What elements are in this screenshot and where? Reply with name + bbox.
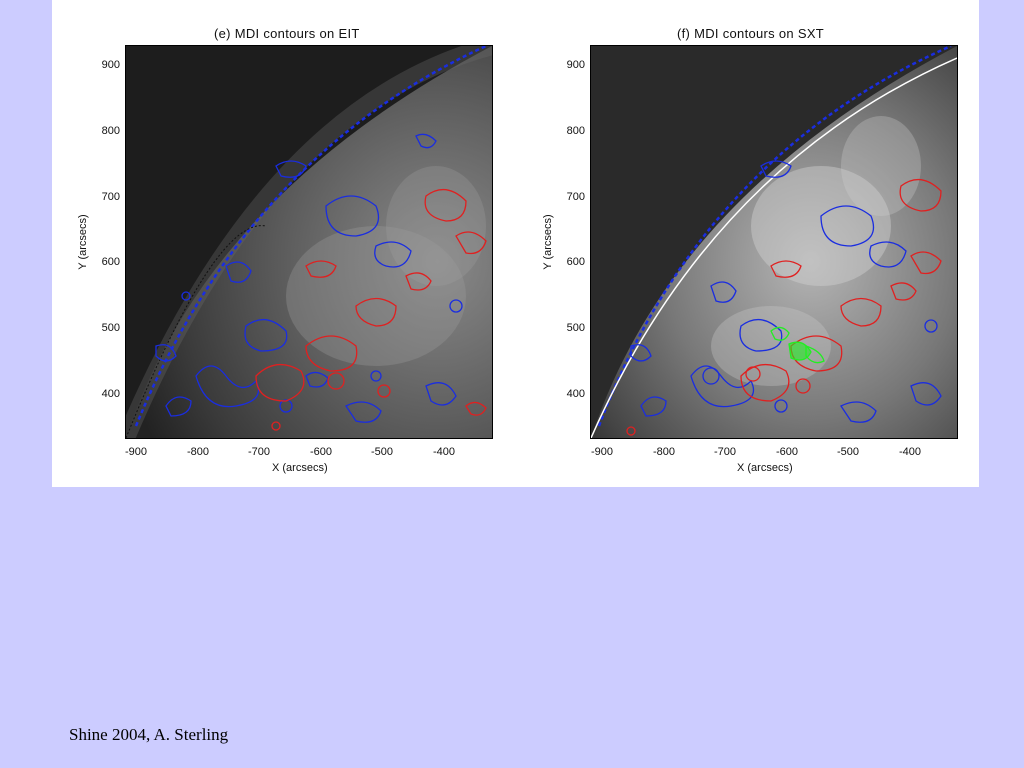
ytick-label: 700 <box>566 191 585 203</box>
solar-disk <box>591 46 957 438</box>
ytick-label: 400 <box>101 388 120 400</box>
xtick-label: -600 <box>775 446 799 458</box>
figure-panel: (e) MDI contours on EIT <box>52 0 979 487</box>
y-axis-label: Y (arcsecs) <box>77 214 89 270</box>
positive-polarity-contours <box>626 179 942 436</box>
xtick-label: -700 <box>713 446 737 458</box>
ytick-label: 500 <box>566 322 585 334</box>
ytick-label: 800 <box>566 125 585 137</box>
panel-f-title: (f) MDI contours on SXT <box>677 26 825 41</box>
y-axis-label: Y (arcsecs) <box>542 214 554 270</box>
xtick-label: -500 <box>370 446 394 458</box>
ytick-label: 900 <box>566 59 585 71</box>
ytick-label: 700 <box>101 191 120 203</box>
limb-contour-blue <box>134 46 487 427</box>
ytick-label: 600 <box>101 256 120 268</box>
xtick-label: -700 <box>247 446 271 458</box>
ytick-label: 800 <box>101 125 120 137</box>
ytick-label: 400 <box>566 388 585 400</box>
xtick-label: -800 <box>652 446 676 458</box>
xtick-label: -900 <box>124 446 148 458</box>
panel-f: (f) MDI contours on SXT <box>517 0 979 487</box>
sxt-green-contours <box>770 326 825 364</box>
panel-f-image <box>590 45 958 439</box>
xtick-label: -900 <box>590 446 614 458</box>
panel-e-image <box>125 45 493 439</box>
limb-line-white <box>591 57 957 438</box>
solar-disk <box>126 46 492 438</box>
negative-polarity-contours <box>155 133 463 423</box>
limb-contour-blue <box>597 46 952 427</box>
xtick-label: -400 <box>898 446 922 458</box>
ytick-label: 600 <box>566 256 585 268</box>
ytick-label: 900 <box>101 59 120 71</box>
xtick-label: -800 <box>186 446 210 458</box>
xtick-label: -600 <box>309 446 333 458</box>
ytick-label: 500 <box>101 322 120 334</box>
panel-e: (e) MDI contours on EIT <box>52 0 512 487</box>
xtick-label: -400 <box>432 446 456 458</box>
x-axis-label: X (arcsecs) <box>737 462 793 474</box>
slide-caption: Shine 2004, A. Sterling <box>69 725 229 744</box>
xtick-label: -500 <box>836 446 860 458</box>
x-axis-label: X (arcsecs) <box>272 462 328 474</box>
limb-line-black <box>126 225 267 438</box>
positive-polarity-contours <box>255 189 487 431</box>
panel-e-title: (e) MDI contours on EIT <box>214 26 360 41</box>
